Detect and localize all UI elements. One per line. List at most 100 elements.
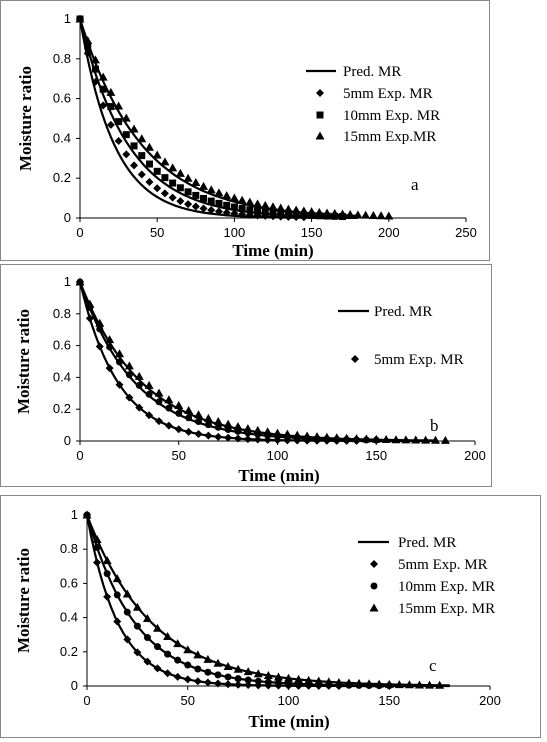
data-point: [334, 677, 344, 686]
data-point: [233, 422, 243, 431]
data-point: [353, 210, 363, 219]
data-point: [207, 197, 215, 205]
data-point: [91, 65, 99, 73]
data-point: [144, 380, 154, 389]
data-point: [112, 574, 122, 583]
data-point: [214, 207, 223, 216]
data-point: [143, 657, 152, 666]
x-tick-label: 0: [83, 693, 90, 708]
data-point: [134, 371, 144, 380]
data-point: [175, 409, 183, 417]
data-point: [98, 72, 108, 81]
data-point: [354, 678, 364, 687]
chart-panel-a: 0 0.2 0.4 0.6 0.8 1 0 50 100 150 200 250 Moisture ra…: [0, 0, 490, 261]
legend-entry: 5mm Exp. MR: [398, 557, 488, 573]
data-point: [99, 101, 108, 110]
data-point: [107, 103, 115, 111]
data-point: [330, 209, 340, 218]
data-point: [207, 206, 216, 215]
y-axis-title: Moisture ratio: [14, 309, 33, 414]
data-point: [106, 87, 116, 96]
data-point: [133, 622, 141, 630]
data-point: [421, 435, 431, 444]
y-tick-label: 1: [64, 11, 71, 26]
data-point: [394, 680, 404, 689]
legend-entry: 10mm Exp. MR: [398, 579, 495, 595]
data-point: [300, 211, 308, 219]
data-point: [194, 410, 203, 419]
data-point: [191, 178, 201, 187]
data-point: [204, 668, 212, 676]
data-point: [83, 36, 93, 45]
data-point: [95, 318, 105, 327]
data-point: [164, 421, 173, 430]
series-points: [76, 278, 380, 444]
data-point: [214, 423, 222, 431]
data-point: [213, 679, 222, 688]
data-point: [92, 535, 102, 544]
data-point: [204, 431, 213, 440]
data-point: [411, 435, 421, 444]
data-point: [291, 205, 301, 214]
data-point: [223, 201, 231, 209]
data-point: [135, 381, 143, 389]
series-points: [75, 277, 450, 444]
data-point: [268, 202, 278, 211]
data-point: [203, 654, 213, 663]
data-point: [224, 680, 233, 689]
data-point: [143, 633, 151, 641]
data-point: [312, 432, 322, 441]
data-point: [184, 200, 193, 209]
data-point: [273, 672, 283, 681]
data-point: [95, 342, 104, 351]
data-point: [121, 113, 131, 122]
data-point: [129, 124, 139, 133]
data-point: [75, 14, 85, 23]
data-point: [176, 184, 184, 192]
data-point: [96, 325, 104, 333]
data-point: [199, 181, 209, 190]
data-point: [164, 395, 174, 404]
data-point: [302, 431, 312, 440]
data-point: [374, 679, 384, 688]
data-point: [206, 185, 216, 194]
data-point: [274, 679, 282, 687]
data-point: [332, 433, 342, 442]
data-point: [222, 208, 231, 217]
data-point: [153, 664, 162, 673]
data-point: [90, 55, 100, 64]
x-tick-label: 150: [378, 693, 400, 708]
legend-marker-symbol: [370, 582, 378, 590]
data-point: [82, 510, 92, 519]
panel-label: c: [429, 656, 437, 675]
y-tick-label: 0.8: [53, 51, 71, 66]
y-tick-label: 0.8: [53, 306, 71, 321]
data-point: [364, 679, 374, 688]
y-tick-label: 0.6: [53, 91, 71, 106]
data-point: [223, 661, 233, 670]
data-point: [116, 358, 123, 366]
data-point: [193, 650, 203, 659]
data-point: [93, 558, 102, 567]
data-point: [168, 163, 178, 172]
y-tick-label: 0.2: [53, 170, 71, 185]
data-point: [263, 427, 273, 436]
y-tick-label: 0.2: [60, 644, 78, 659]
y-tick-label: 0: [64, 210, 71, 225]
data-point: [213, 417, 223, 426]
data-point: [113, 591, 121, 599]
data-point: [173, 672, 182, 681]
data-point: [292, 211, 300, 219]
data-point: [173, 639, 183, 648]
data-point: [153, 167, 161, 175]
data-point: [404, 680, 414, 689]
data-point: [123, 635, 132, 644]
panel-label: b: [430, 416, 439, 435]
chart-panel-b: 0 0.2 0.4 0.6 0.8 1 0 50 100 150 200 Moisture ratio…: [0, 264, 492, 487]
data-point: [222, 191, 232, 200]
data-point: [292, 430, 302, 439]
x-tick-label: 50: [172, 448, 186, 463]
pred-mr-line: [85, 514, 450, 687]
data-point: [103, 592, 112, 601]
data-point: [123, 608, 131, 616]
